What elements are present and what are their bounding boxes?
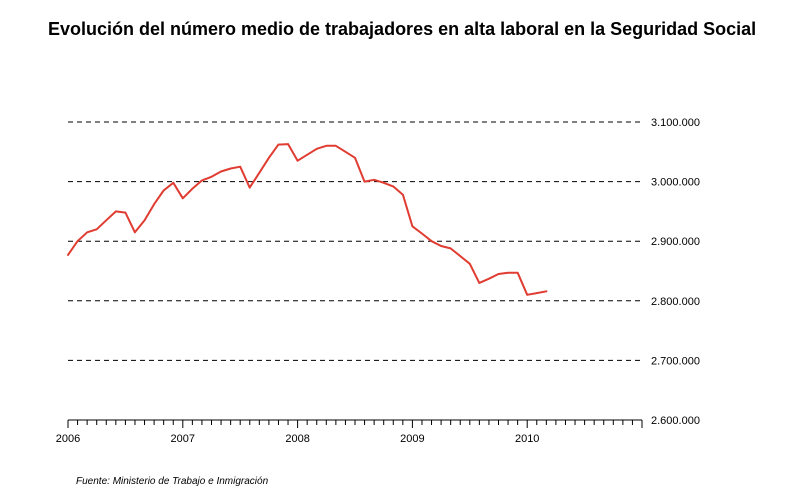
y-tick-label: 2.600.000 [651,415,700,427]
data-point [248,186,251,189]
data-point [373,179,376,181]
data-point [162,189,165,192]
data-point [335,145,337,147]
data-point [105,219,107,222]
data-point [392,185,395,188]
data-point [316,148,318,150]
data-point [268,157,270,159]
x-axis: 2006 2007 2008 2009 2010 [56,419,643,445]
data-point [382,182,385,184]
data-point [182,197,184,200]
y-tick-label: 2.700.000 [651,355,700,367]
data-point [229,167,232,170]
data-point [258,171,261,174]
series-line [67,143,548,296]
data-point [430,240,433,242]
data-point [239,165,241,168]
gridlines [68,121,642,361]
data-point [191,188,194,190]
data-point [421,232,423,235]
data-point [277,143,280,146]
data-point [124,211,127,214]
x-tick-label: 2006 [56,433,80,445]
data-point [220,170,222,173]
data-point [153,203,155,205]
data-point [287,143,289,145]
series [67,143,548,296]
data-point [449,247,452,250]
data-point [459,255,462,257]
data-point [210,176,213,178]
data-point [143,219,146,222]
data-point [67,254,69,256]
data-point [306,154,308,156]
data-point [363,180,366,183]
data-point [497,273,500,275]
data-point [325,145,328,147]
data-point [526,294,528,296]
x-tick-label: 2007 [171,433,195,445]
y-tick-label: 2.800.000 [651,296,700,308]
data-point [172,182,175,184]
y-axis-labels: 2.600.000 2.700.000 2.800.000 2.900.000 3.00… [651,117,700,427]
chart-title: Evolución del número medio de trabajador… [48,19,757,39]
data-point [488,277,490,280]
y-tick-label: 3.000.000 [651,177,700,189]
data-point [411,225,414,228]
y-tick-label: 3.100.000 [651,117,700,129]
data-point [478,282,481,284]
data-point [296,159,299,162]
data-point [440,245,442,247]
x-tick-label: 2008 [285,433,309,445]
data-point [76,240,79,242]
data-point [535,292,538,294]
data-point [469,263,471,265]
source-note: Fuente: Ministerio de Trabajo e Inmigrac… [76,476,269,487]
y-tick-label: 2.900.000 [651,236,700,248]
data-point [545,290,548,293]
x-tick-label: 2009 [400,433,424,445]
data-point [344,151,347,153]
data-point [354,157,356,159]
data-point [134,231,136,234]
x-tick-label: 2010 [515,433,539,445]
data-point [95,228,98,231]
data-point [201,179,203,182]
data-point [516,272,519,274]
data-point [115,210,117,213]
data-point [507,272,509,274]
data-point [402,193,404,196]
data-point [86,231,88,234]
